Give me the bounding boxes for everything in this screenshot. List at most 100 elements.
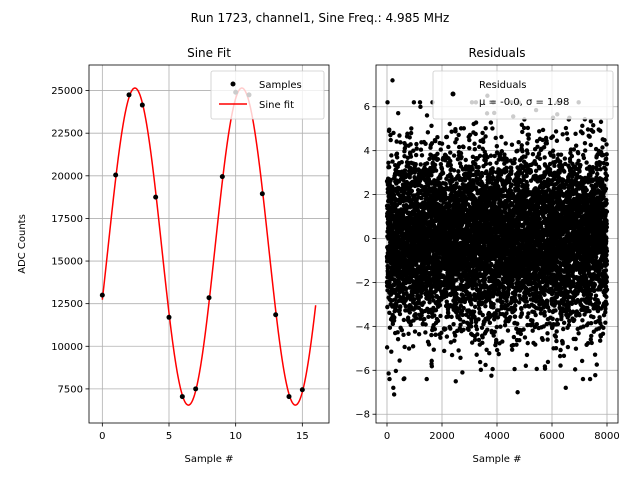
residual-point xyxy=(452,338,456,342)
residual-point xyxy=(438,314,442,318)
residual-point xyxy=(394,139,398,143)
residuals-title: Residuals xyxy=(469,46,526,60)
residual-point xyxy=(492,333,496,337)
residual-point xyxy=(426,130,430,134)
residual-point xyxy=(392,315,396,319)
residual-point xyxy=(430,364,434,368)
residual-point xyxy=(429,124,433,128)
legend-samples-marker xyxy=(231,82,236,87)
residual-point xyxy=(483,304,487,308)
residual-point xyxy=(395,330,399,334)
residual-point xyxy=(388,325,392,329)
residual-point xyxy=(408,135,412,139)
residual-point xyxy=(504,141,508,145)
residual-point xyxy=(425,161,429,165)
sample-point xyxy=(287,394,292,399)
residual-point xyxy=(456,348,460,352)
figure-suptitle: Run 1723, channel1, Sine Freq.: 4.985 MH… xyxy=(191,11,450,25)
residual-point xyxy=(481,313,485,317)
residual-point xyxy=(519,307,523,311)
residual-point xyxy=(385,100,389,104)
residual-point xyxy=(443,327,447,331)
residual-point xyxy=(433,327,437,331)
residual-point xyxy=(476,169,480,173)
sample-point xyxy=(140,103,145,108)
residual-point xyxy=(490,367,494,371)
residual-point xyxy=(504,311,508,315)
residual-point xyxy=(387,165,391,169)
residual-point xyxy=(426,315,430,319)
sine-fit-x-axis-label: Sample # xyxy=(184,454,233,465)
residual-point xyxy=(398,312,402,316)
left-y-tick-label: 12500 xyxy=(51,299,83,310)
residual-point xyxy=(433,139,437,143)
residual-point xyxy=(474,353,478,357)
residual-point xyxy=(448,150,452,154)
residual-point xyxy=(398,140,402,144)
residual-point xyxy=(408,142,412,146)
residual-point xyxy=(408,175,412,179)
residual-point xyxy=(453,333,457,337)
residual-point xyxy=(472,310,476,314)
residual-point xyxy=(439,331,443,335)
residual-point xyxy=(490,126,494,130)
residual-point xyxy=(436,157,440,161)
residual-point xyxy=(425,377,429,381)
residual-point xyxy=(410,189,414,193)
residual-point xyxy=(389,153,393,157)
residual-point xyxy=(513,303,517,307)
left-y-tick-label: 25000 xyxy=(51,86,83,97)
residual-point xyxy=(430,295,434,299)
residual-point xyxy=(413,329,417,333)
sine-fit-legend: Samples Sine fit xyxy=(211,71,324,119)
residual-point xyxy=(476,165,480,169)
sine-fit-legend-box xyxy=(211,71,324,119)
sample-point xyxy=(260,191,265,196)
residual-point xyxy=(389,349,393,353)
residual-point xyxy=(483,278,487,282)
residual-point xyxy=(402,376,406,380)
residual-point xyxy=(467,146,471,150)
sample-point xyxy=(220,174,225,179)
residual-point xyxy=(409,131,413,135)
residual-point xyxy=(433,333,437,337)
residual-point xyxy=(429,333,433,337)
residual-point xyxy=(405,132,409,136)
residual-point xyxy=(456,133,460,137)
residual-point xyxy=(423,142,427,146)
residual-point xyxy=(389,138,393,142)
residual-point xyxy=(444,182,448,186)
left-x-tick-label: 0 xyxy=(99,431,105,442)
residual-point xyxy=(411,344,415,348)
residual-point xyxy=(394,369,398,373)
residual-point xyxy=(517,338,521,342)
left-y-tick-label: 22500 xyxy=(51,129,83,140)
residual-point xyxy=(470,167,474,171)
residual-point xyxy=(454,181,458,185)
residual-point xyxy=(462,126,466,130)
residual-point xyxy=(510,183,514,187)
residual-point xyxy=(480,174,484,178)
residual-point xyxy=(478,360,482,364)
left-y-tick-label: 15000 xyxy=(51,257,83,268)
residual-point xyxy=(520,311,524,315)
residual-point xyxy=(439,147,443,151)
residual-point xyxy=(515,149,519,153)
residual-point xyxy=(438,303,442,307)
residual-point xyxy=(510,143,514,147)
residual-point xyxy=(495,348,499,352)
residual-point xyxy=(401,333,405,337)
residual-point xyxy=(461,145,465,149)
residual-point xyxy=(402,318,406,322)
residual-point xyxy=(483,363,487,367)
residual-point xyxy=(513,157,517,161)
residual-point xyxy=(457,145,461,149)
residual-point xyxy=(387,377,391,381)
residual-point xyxy=(390,159,394,163)
residual-point xyxy=(477,338,481,342)
residual-point xyxy=(412,297,416,301)
residual-point xyxy=(454,137,458,141)
residual-point xyxy=(453,129,457,133)
residual-point xyxy=(414,162,418,166)
